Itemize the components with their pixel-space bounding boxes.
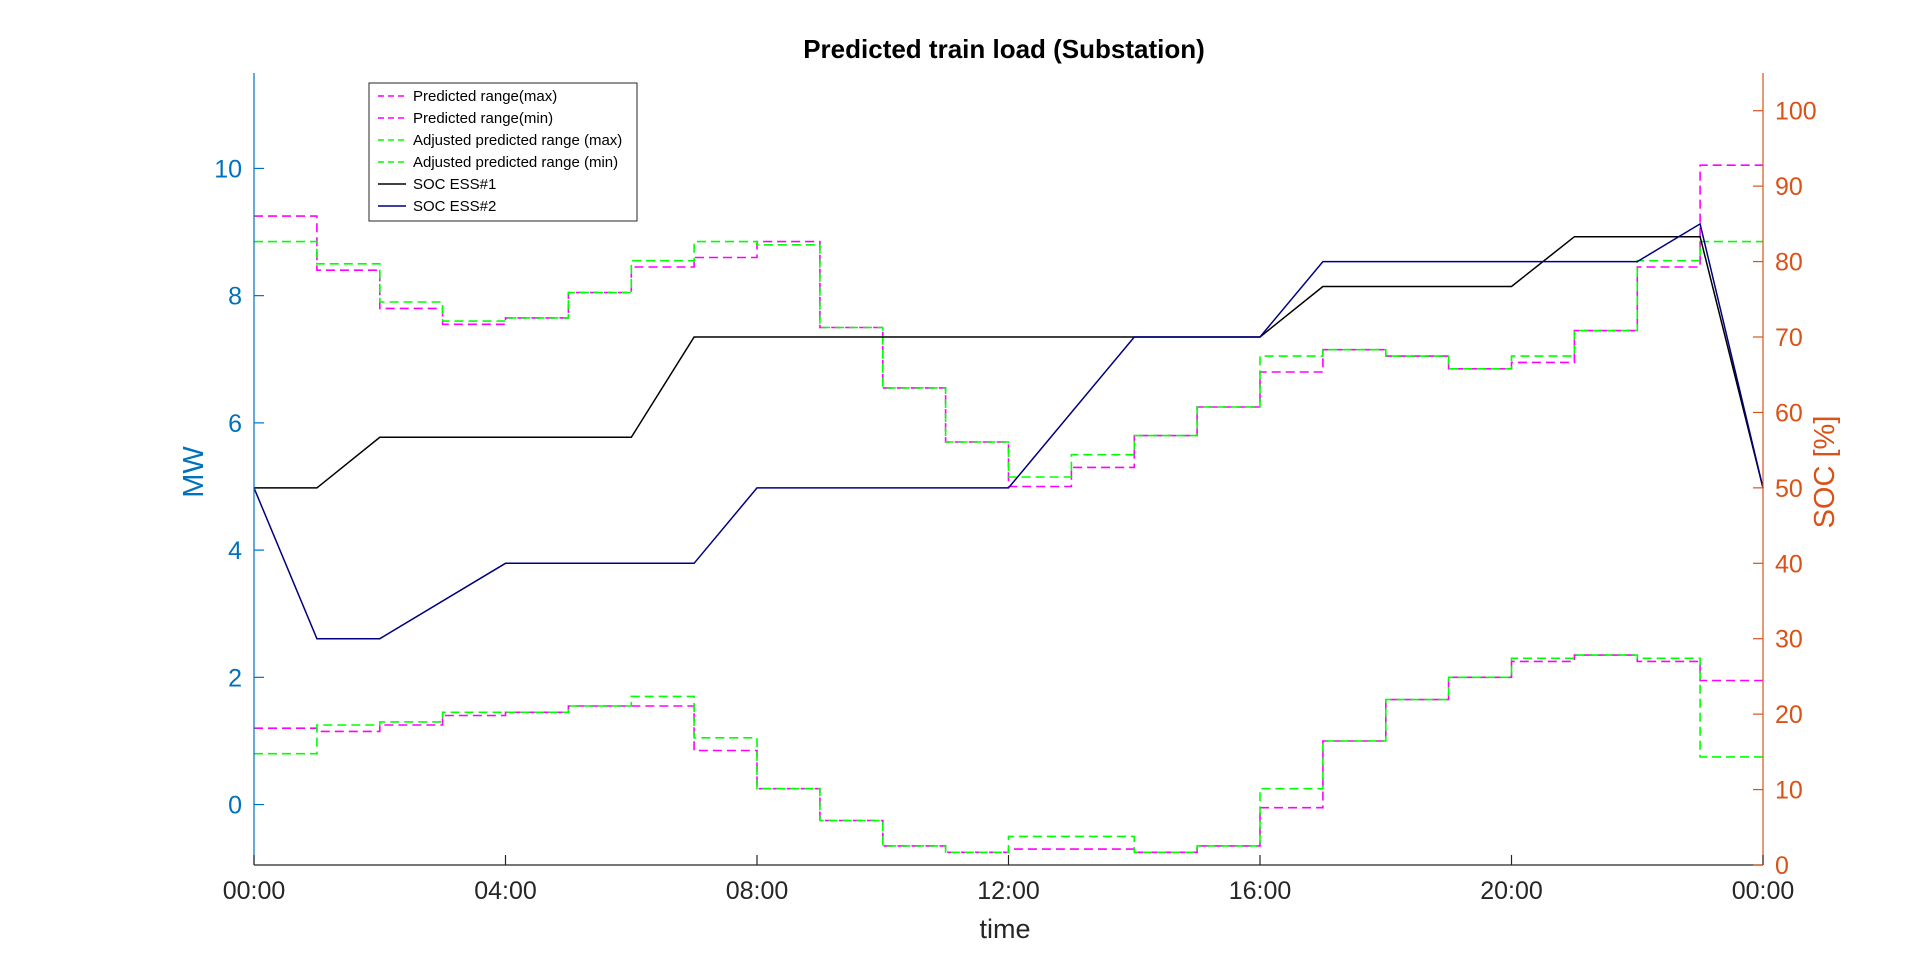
- legend-label: Adjusted predicted range (min): [413, 154, 618, 171]
- y-left-tick-label: 4: [228, 537, 242, 565]
- y-right-tick-label: 0: [1775, 852, 1789, 880]
- x-tick-label: 00:00: [223, 877, 286, 905]
- y-right-tick-label: 20: [1775, 701, 1803, 729]
- y-left-tick-label: 2: [228, 664, 242, 692]
- y-right-tick-label: 100: [1775, 98, 1817, 126]
- y-right-tick-label: 10: [1775, 777, 1803, 805]
- legend-label: Predicted range(max): [413, 88, 557, 105]
- y-right-tick-label: 30: [1775, 626, 1803, 654]
- legend-box: [368, 82, 638, 222]
- y-right-tick-label: 80: [1775, 249, 1803, 277]
- x-tick-label: 08:00: [726, 877, 789, 905]
- y-left-tick-label: 6: [228, 410, 242, 438]
- legend-label: SOC ESS#1: [413, 176, 496, 193]
- plot-area: [253, 164, 1764, 854]
- legend-label: SOC ESS#2: [413, 198, 496, 215]
- y-right-tick-label: 40: [1775, 550, 1803, 578]
- y-right-tick-label: 60: [1775, 399, 1803, 427]
- y-left-tick-label: 8: [228, 283, 242, 311]
- x-tick-label: 20:00: [1480, 877, 1543, 905]
- legend-label: Predicted range(min): [413, 110, 553, 127]
- axes: 00:00 04:00 08:00 12:00 16:00 20:00 00:0002468…: [214, 73, 1817, 905]
- y-left-tick-label: 10: [214, 155, 242, 183]
- series-line-4: [254, 654, 1763, 854]
- y-right-tick-label: 90: [1775, 173, 1803, 201]
- legend: Predicted range(max) Predicted range(min)…: [368, 82, 638, 222]
- x-tick-label: 16:00: [1229, 877, 1292, 905]
- y-right-tick-label: 50: [1775, 475, 1803, 503]
- x-axis-label: time: [979, 914, 1030, 944]
- chart-title: Predicted train load (Substation): [803, 34, 1205, 64]
- y-right-tick-label: 70: [1775, 324, 1803, 352]
- legend-label: Adjusted predicted range (max): [413, 132, 622, 149]
- series-line-3: [254, 240, 1763, 478]
- y-left-tick-label: 0: [228, 792, 242, 820]
- x-tick-label: 12:00: [977, 877, 1040, 905]
- series-line-6: [253, 222, 1764, 640]
- y-axis-right-label: SOC [%]: [1809, 416, 1841, 529]
- y-axis-left-label: MW: [178, 446, 210, 498]
- x-tick-label: 04:00: [474, 877, 537, 905]
- x-tick-label: 00:00: [1732, 877, 1795, 905]
